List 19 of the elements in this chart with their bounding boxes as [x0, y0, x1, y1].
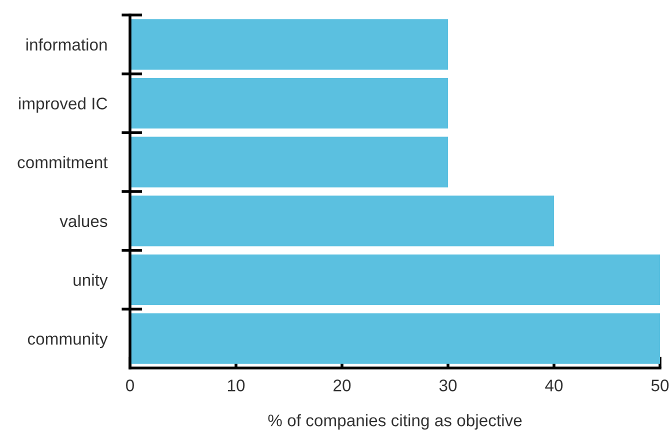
y-tick-label: unity	[74, 274, 108, 290]
x-tick-label: 30	[439, 380, 457, 392]
y-tick-label: information	[26, 38, 107, 51]
bar	[130, 136, 448, 188]
x-tick-label: 40	[545, 380, 563, 392]
bar	[130, 78, 448, 129]
bar	[130, 313, 660, 364]
x-axis-title: % of companies citing as objective	[268, 414, 522, 430]
bar	[130, 19, 448, 70]
bar	[130, 196, 554, 246]
y-tick-label: commitment	[18, 156, 108, 168]
x-tick-label: 20	[334, 380, 351, 392]
x-tick-label: 50	[651, 380, 669, 392]
x-tick-label: 0	[126, 380, 134, 392]
y-tick-label: values	[60, 214, 108, 228]
y-tick-label: community	[28, 332, 108, 348]
bar	[130, 254, 660, 306]
x-tick-label: 10	[228, 380, 245, 392]
y-tick-label: improved IC	[19, 97, 108, 113]
